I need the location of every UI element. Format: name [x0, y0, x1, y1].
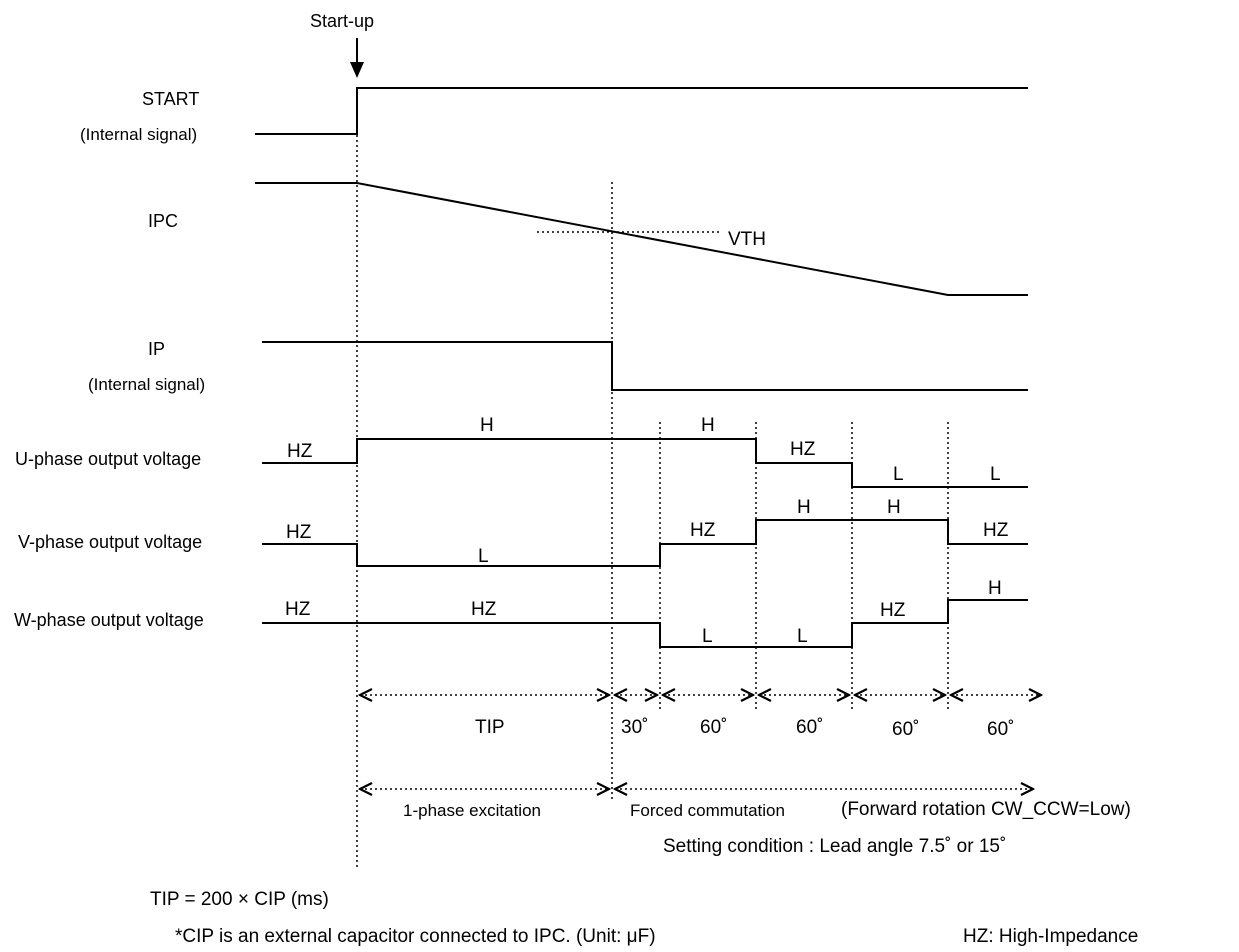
start-waveform [255, 87, 1028, 135]
startup-label: Start-up [310, 11, 374, 31]
ipc-waveform [255, 182, 1028, 296]
interval-label-60a: 60˚ [700, 717, 727, 738]
interval-label-tip: TIP [475, 717, 505, 738]
start-signal-sub: (Internal signal) [80, 125, 197, 144]
w-level-5: HZ [880, 600, 906, 621]
w-level-6: H [988, 578, 1002, 599]
interval-label-30: 30˚ [621, 717, 648, 738]
u-level-1: HZ [287, 441, 313, 462]
hz-note: HZ: High-Impedance [963, 926, 1138, 947]
forced-commutation-label: Forced commutation [630, 801, 785, 820]
ipc-signal-name: IPC [148, 211, 178, 231]
ip-signal-name: IP [148, 339, 165, 359]
w-level-4: L [797, 626, 808, 647]
u-phase-waveform [262, 438, 1028, 488]
u-level-6: L [990, 464, 1001, 485]
cip-footnote: *CIP is an external capacitor connected … [175, 926, 656, 947]
v-level-5: H [887, 497, 901, 518]
w-level-1: HZ [285, 599, 311, 620]
excitation-label: 1-phase excitation [403, 801, 541, 820]
vth-label: VTH [728, 229, 766, 250]
interval-label-60c: 60˚ [892, 719, 919, 740]
w-phase-waveform [262, 599, 1028, 648]
u-level-2: H [480, 415, 494, 436]
ip-signal-sub: (Internal signal) [88, 375, 205, 394]
ip-waveform [262, 341, 1028, 391]
v-level-1: HZ [286, 522, 312, 543]
v-level-6: HZ [983, 520, 1009, 541]
u-level-5: L [893, 464, 904, 485]
v-phase-waveform [262, 519, 1028, 567]
start-signal-name: START [142, 89, 199, 109]
u-level-4: HZ [790, 439, 816, 460]
u-phase-name: U-phase output voltage [15, 449, 201, 469]
v-level-2: L [478, 546, 489, 567]
v-phase-name: V-phase output voltage [18, 532, 202, 552]
startup-arrow [350, 38, 364, 78]
setting-condition: Setting condition : Lead angle 7.5˚ or 1… [663, 836, 1006, 857]
w-level-3: L [702, 626, 713, 647]
interval-label-60d: 60˚ [987, 719, 1014, 740]
w-level-2: HZ [471, 599, 497, 620]
forced-commutation-note: (Forward rotation CW_CCW=Low) [841, 799, 1131, 820]
interval-label-60b: 60˚ [796, 717, 823, 738]
w-phase-name: W-phase output voltage [14, 610, 204, 630]
tip-formula: TIP = 200 × CIP (ms) [150, 889, 329, 910]
u-level-3: H [701, 415, 715, 436]
v-level-4: H [797, 497, 811, 518]
v-level-3: HZ [690, 520, 716, 541]
